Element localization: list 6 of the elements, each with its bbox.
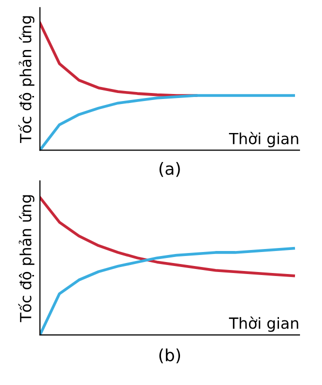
y-axis-title: Tốc độ phản ứng [18,16,34,144]
x-axis-title: Thời gian [228,316,298,332]
y-axis-title: Tốc độ phản ứng [18,195,34,322]
text: (a) [160,162,180,177]
text: (b) [159,348,180,364]
x-axis-title: Thời gian [228,132,298,148]
